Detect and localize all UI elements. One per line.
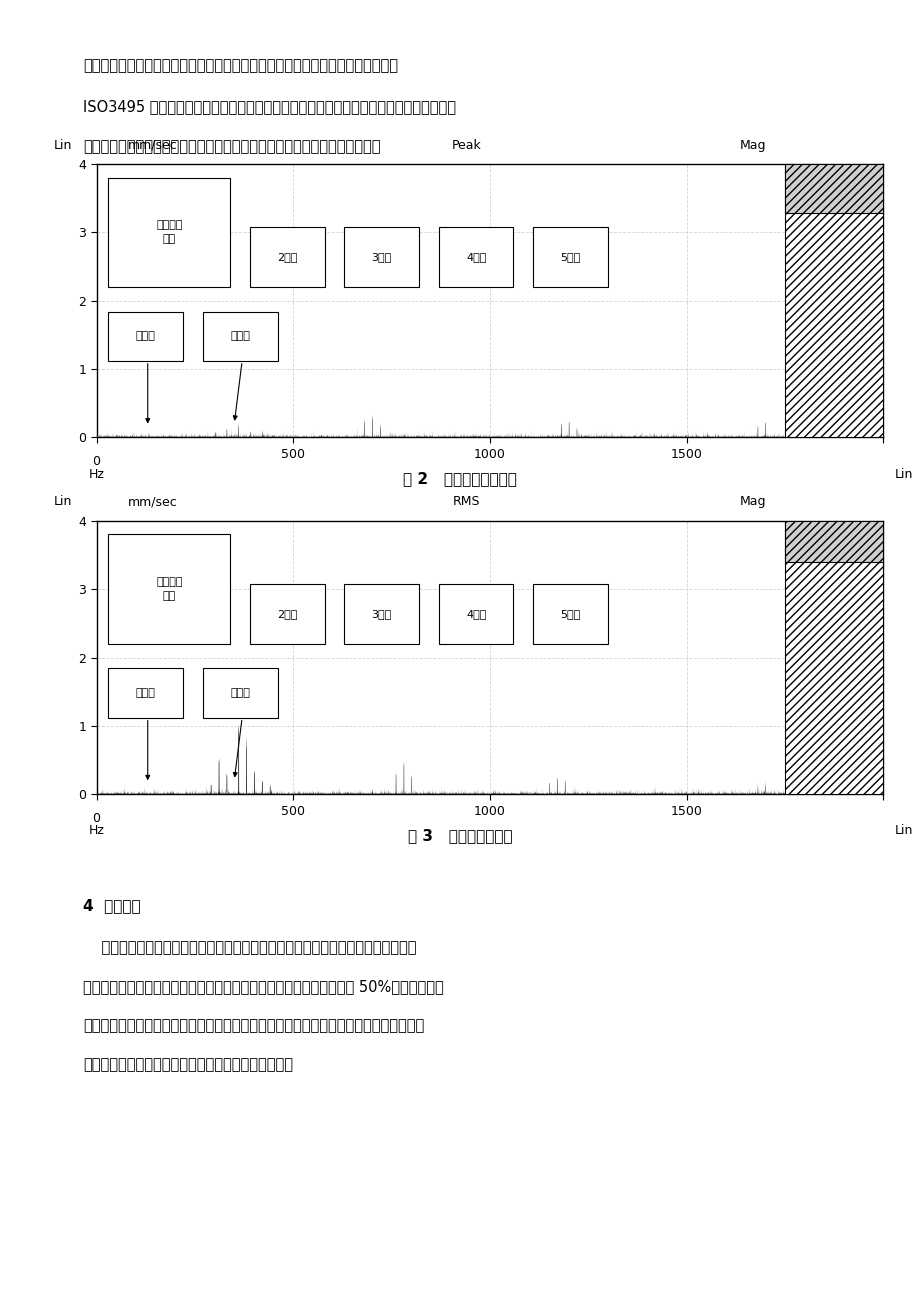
- Bar: [108, 668, 183, 717]
- Text: 0: 0: [93, 812, 100, 825]
- Text: 上边频: 上边频: [230, 687, 250, 698]
- Text: Hz: Hz: [88, 467, 105, 480]
- Text: mm/sec: mm/sec: [128, 496, 177, 509]
- Bar: [250, 227, 324, 286]
- Bar: [784, 521, 882, 794]
- Text: Lin: Lin: [53, 496, 72, 509]
- Bar: [438, 583, 513, 643]
- Text: 4倍频: 4倍频: [465, 609, 486, 618]
- Text: 2倍频: 2倍频: [277, 609, 297, 618]
- Bar: [533, 227, 607, 286]
- Text: 4倍频: 4倍频: [465, 253, 486, 262]
- Bar: [108, 177, 230, 286]
- Text: Lin: Lin: [894, 824, 913, 837]
- Text: 下边频: 下边频: [136, 687, 155, 698]
- Text: 图 3   劣化中频谱分析: 图 3 劣化中频谱分析: [407, 828, 512, 844]
- Text: 2倍频: 2倍频: [277, 253, 297, 262]
- Text: 啮合频率
基频: 啮合频率 基频: [156, 577, 182, 602]
- Bar: [438, 227, 513, 286]
- Bar: [784, 164, 882, 437]
- Bar: [108, 311, 183, 361]
- Text: Hz: Hz: [88, 824, 105, 837]
- Text: 况逐渐劣化，存在设备隐患。由于传感器安装位置上的差异，机械振动烈度未超出: 况逐渐劣化，存在设备隐患。由于传感器安装位置上的差异，机械振动烈度未超出: [83, 59, 397, 74]
- Text: 到的结果与历史记录比对，从中找出变化趋势，才能判断出真实的设备状态。: 到的结果与历史记录比对，从中找出变化趋势，才能判断出真实的设备状态。: [83, 139, 380, 155]
- Text: 备的故障诊断，要通过在线监测，在获取机械大量信息的基础上，基于机器的故障机理，: 备的故障诊断，要通过在线监测，在获取机械大量信息的基础上，基于机器的故障机理，: [83, 1018, 424, 1034]
- Text: Peak: Peak: [451, 139, 481, 152]
- Text: 下边频: 下边频: [136, 331, 155, 341]
- Text: 5倍频: 5倍频: [560, 609, 580, 618]
- Text: 3倍频: 3倍频: [371, 253, 391, 262]
- Bar: [344, 583, 419, 643]
- Bar: [344, 227, 419, 286]
- Text: 图 2   劣化前期频谱分析: 图 2 劣化前期频谱分析: [403, 471, 516, 487]
- Bar: [202, 311, 278, 361]
- Text: Mag: Mag: [740, 496, 766, 509]
- Bar: [784, 164, 882, 214]
- Text: 主要故障是主传动设备的轴承、齿轮失效故障，占了总设备故障时间的 50%以上。传动设: 主要故障是主传动设备的轴承、齿轮失效故障，占了总设备故障时间的 50%以上。传动…: [83, 979, 443, 995]
- Text: 上边频: 上边频: [230, 331, 250, 341]
- Bar: [250, 583, 324, 643]
- Text: RMS: RMS: [452, 496, 480, 509]
- Bar: [784, 521, 882, 562]
- Text: ISO3495 标准并不能说明设备是正常的。因此状态监测需要每天进行记录，并要求将监测: ISO3495 标准并不能说明设备是正常的。因此状态监测需要每天进行记录，并要求…: [83, 99, 455, 115]
- Text: mm/sec: mm/sec: [128, 139, 177, 152]
- Text: 3倍频: 3倍频: [371, 609, 391, 618]
- Text: 啮合频率
基频: 啮合频率 基频: [156, 220, 182, 245]
- Text: 0: 0: [93, 456, 100, 469]
- Text: 4  故障诊断: 4 故障诊断: [83, 898, 141, 914]
- Text: Mag: Mag: [740, 139, 766, 152]
- Bar: [533, 583, 607, 643]
- Text: Lin: Lin: [894, 467, 913, 480]
- Text: 高速线材轧机具有运转速度高、载荷变化频繁、所轧制轧件温度低的特点，设备的: 高速线材轧机具有运转速度高、载荷变化频繁、所轧制轧件温度低的特点，设备的: [83, 940, 416, 956]
- Bar: [108, 534, 230, 643]
- Text: 从中提取故障特征，进行周密的分析，才能进行诊断。: 从中提取故障特征，进行周密的分析，才能进行诊断。: [83, 1057, 292, 1073]
- Text: 5倍频: 5倍频: [560, 253, 580, 262]
- Bar: [202, 668, 278, 717]
- Text: Lin: Lin: [53, 139, 72, 152]
